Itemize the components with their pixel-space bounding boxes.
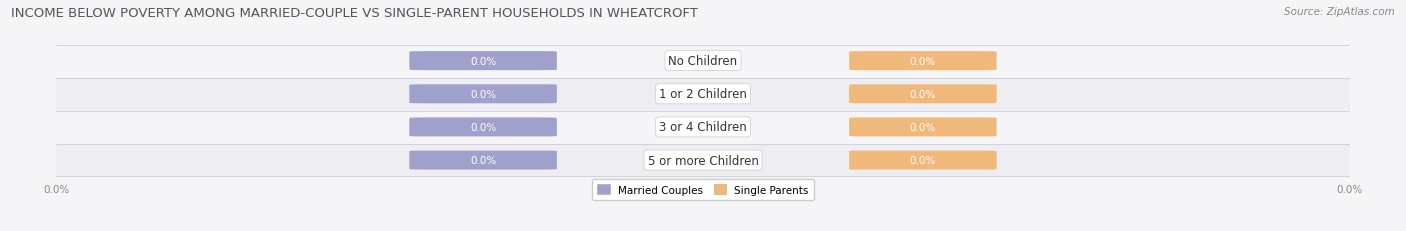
- Text: 0.0%: 0.0%: [470, 56, 496, 66]
- Text: No Children: No Children: [668, 55, 738, 68]
- FancyBboxPatch shape: [409, 118, 557, 137]
- Bar: [56, 46, 1350, 77]
- Text: INCOME BELOW POVERTY AMONG MARRIED-COUPLE VS SINGLE-PARENT HOUSEHOLDS IN WHEATCR: INCOME BELOW POVERTY AMONG MARRIED-COUPL…: [11, 7, 699, 20]
- Bar: [56, 79, 1350, 110]
- FancyBboxPatch shape: [849, 52, 997, 71]
- Bar: [56, 112, 1350, 143]
- Legend: Married Couples, Single Parents: Married Couples, Single Parents: [592, 179, 814, 200]
- Text: 1 or 2 Children: 1 or 2 Children: [659, 88, 747, 101]
- Text: 0.0%: 0.0%: [910, 56, 936, 66]
- Text: 0.0%: 0.0%: [910, 89, 936, 99]
- Text: 0.0%: 0.0%: [470, 155, 496, 165]
- Text: 5 or more Children: 5 or more Children: [648, 154, 758, 167]
- FancyBboxPatch shape: [409, 52, 557, 71]
- Bar: [56, 145, 1350, 176]
- FancyBboxPatch shape: [849, 118, 997, 137]
- Text: 0.0%: 0.0%: [910, 155, 936, 165]
- FancyBboxPatch shape: [849, 151, 997, 170]
- Text: 0.0%: 0.0%: [470, 122, 496, 132]
- FancyBboxPatch shape: [409, 151, 557, 170]
- Text: 0.0%: 0.0%: [470, 89, 496, 99]
- Text: Source: ZipAtlas.com: Source: ZipAtlas.com: [1284, 7, 1395, 17]
- FancyBboxPatch shape: [849, 85, 997, 104]
- FancyBboxPatch shape: [409, 85, 557, 104]
- Text: 0.0%: 0.0%: [910, 122, 936, 132]
- Text: 3 or 4 Children: 3 or 4 Children: [659, 121, 747, 134]
